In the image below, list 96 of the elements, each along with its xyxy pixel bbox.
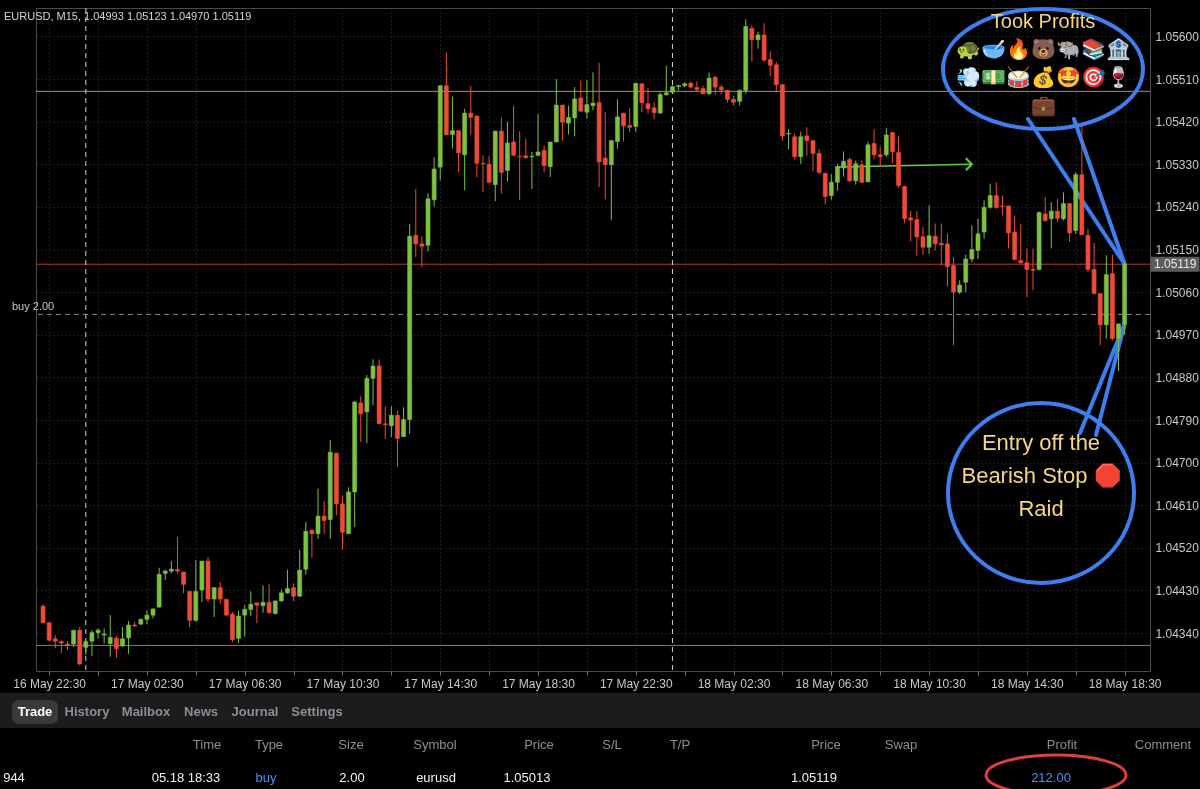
chart-title: EURUSD, M15, 1.04993 1.05123 1.04970 1.05119 [4,10,252,22]
y-tick-label: 1.05060 [1155,285,1200,300]
candlestick [749,25,755,63]
x-tick-label: 17 May 18:30 [502,676,576,691]
annotation: Entry off the Bearish Stop 🛑 Raid [961,430,1121,521]
y-tick-label: 1.05420 [1155,115,1200,130]
candlestick [101,627,107,645]
candlestick [266,583,272,615]
text: Time [192,737,222,752]
x-tick-label: 18 May 02:30 [697,676,771,691]
text: Comment [1134,737,1192,752]
candlestick [114,635,119,659]
candlestick [254,602,260,624]
ref-line-label: buy 2.00 [12,300,55,313]
text: 2.00 [339,770,365,785]
text: Price [524,737,554,752]
annotation: Took Profits 🐢🥣🔥🐻🐃📚🏦 💨💵🥁💰🤩🎯🍷 💼 [955,10,1131,117]
x-tick-label: 17 May 10:30 [306,676,380,691]
candlestick [529,151,535,190]
candlestick [1042,196,1048,223]
candlestick [578,79,584,112]
candlestick [798,131,804,165]
candlestick [358,395,364,443]
text: Profit [1046,737,1078,752]
text: eurusd [416,770,456,785]
y-tick-label: 1.04610 [1155,498,1200,513]
y-tick-label: 1.04970 [1155,328,1200,343]
candlestick [1055,198,1060,223]
y-tick-label: 1.04790 [1155,413,1200,428]
text: 1.05119 [790,770,838,785]
candlestick [211,587,217,618]
x-tick-label: 17 May 06:30 [208,676,282,691]
x-tick-label: 18 May 10:30 [893,676,967,691]
text: Symbol [413,737,457,752]
x-tick-label: 18 May 06:30 [795,676,869,691]
y-tick-label: 1.05240 [1155,200,1200,215]
y-tick-label: 1.04700 [1155,456,1200,471]
candlestick [260,584,266,614]
text: 05.18 18:33 [151,770,221,785]
candlestick [822,172,828,206]
text: 212.00 [1031,770,1071,785]
y-tick-label: 1.05510 [1155,72,1200,87]
candlestick [541,144,547,173]
text: 1.05013 [503,770,551,785]
text: Trade [17,704,53,719]
candlestick [786,128,791,150]
candlestick [315,488,321,540]
candlestick [321,500,327,535]
y-tick-label: 1.05330 [1155,157,1200,172]
text: News [184,704,218,719]
candlestick [884,127,889,158]
text: 944 [3,770,25,785]
text: Type [254,737,284,752]
x-tick-label: 18 May 14:30 [991,676,1065,691]
text: Price [811,737,841,752]
x-tick-label: 17 May 14:30 [404,676,478,691]
candlestick [639,83,645,113]
text: buy [255,770,277,785]
text: Size [338,737,364,752]
candlestick [309,527,315,559]
y-tick-label: 1.04340 [1155,626,1200,641]
y-tick-label: 1.05600 [1155,29,1200,44]
x-tick-label: 16 May 22:30 [13,676,87,691]
candlestick [450,96,455,150]
x-tick-label: 17 May 02:30 [111,676,185,691]
candlestick [1061,191,1066,222]
candlestick [486,155,492,185]
text: Settings [291,704,343,719]
x-tick-label: 18 May 18:30 [1088,676,1162,691]
candlestick [755,31,761,50]
text: S/L [602,737,622,752]
candlestick [107,614,113,658]
candlestick [389,405,394,438]
candlestick [890,132,895,164]
candlestick [560,104,565,142]
candlestick [456,130,461,173]
text: T/P [669,737,691,752]
ref-line-label: 1.05119 [1154,257,1197,272]
candlestick [847,156,852,183]
y-tick-label: 1.04520 [1155,541,1200,556]
candlestick [926,204,932,255]
candlestick [395,410,400,468]
text: Swap [884,737,918,752]
candlestick [511,105,516,157]
y-tick-label: 1.05150 [1155,243,1200,258]
text: History [64,704,111,719]
candlestick [535,113,541,157]
candlestick [706,71,712,96]
y-tick-label: 1.04880 [1155,370,1200,385]
y-tick-label: 1.04430 [1155,583,1200,598]
candlestick [792,133,797,160]
x-tick-label: 17 May 22:30 [599,676,673,691]
candlestick [1049,201,1054,250]
text: Journal [231,704,279,719]
candlestick [853,159,859,186]
text: Mailbox [121,704,171,719]
